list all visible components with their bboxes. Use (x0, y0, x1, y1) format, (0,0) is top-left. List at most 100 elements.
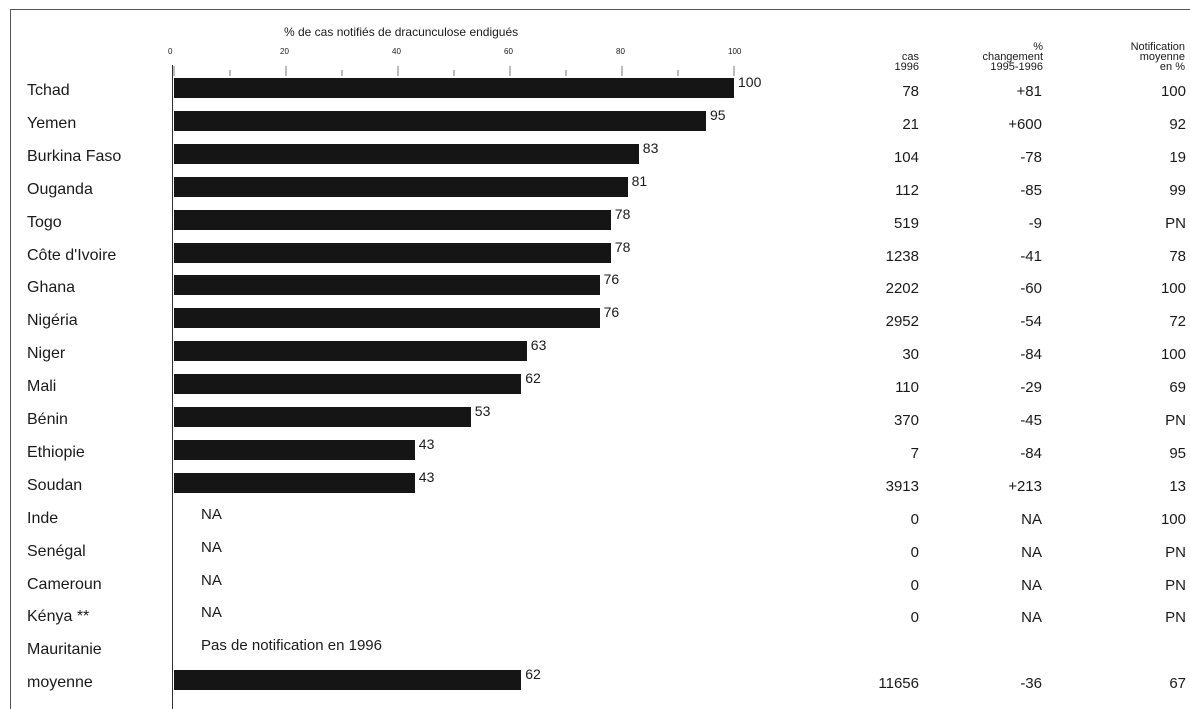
notification-value: 99 (1169, 181, 1186, 199)
bar-value-label: 53 (474, 403, 491, 419)
change-header: % changement 1995-1996 (982, 41, 1043, 73)
notification-value: 100 (1160, 83, 1186, 100)
country-label: Côte d'Ivoire (27, 246, 117, 264)
country-label: Yemen (27, 114, 77, 132)
na-label: NA (201, 538, 222, 556)
cases-value: 3913 (885, 477, 919, 495)
bar (174, 670, 522, 691)
change-header-line-2: changement (982, 51, 1043, 63)
change-value: -45 (1020, 412, 1042, 429)
country-label: Tchad (27, 82, 70, 99)
country-label: Burkina Faso (27, 147, 122, 165)
cases-value: 2952 (885, 313, 919, 331)
bar-value-label: 81 (631, 172, 648, 189)
change-value: NA (1021, 609, 1042, 627)
cases-value: 370 (893, 412, 919, 429)
notification-value: 100 (1160, 280, 1186, 298)
cases-value: 2202 (885, 280, 919, 298)
change-value: -29 (1020, 379, 1042, 397)
bar-value-label: 76 (603, 271, 620, 288)
bar (174, 176, 628, 197)
change-value: -36 (1020, 675, 1042, 693)
bar-value-label: 100 (738, 74, 762, 90)
bar (174, 374, 522, 395)
country-label: Ethiopie (27, 443, 85, 461)
notification-value: 95 (1169, 444, 1186, 462)
cases-header-line-2: 1996 (894, 61, 919, 73)
notification-value: 92 (1169, 115, 1186, 133)
country-label: Cameroun (27, 575, 102, 593)
change-value: -85 (1020, 181, 1042, 199)
bar (174, 472, 415, 493)
chart-title: % de cas notifiés de dracunculose endigu… (284, 25, 519, 39)
notification-value: PN (1165, 214, 1186, 232)
bar-value-label: 76 (603, 304, 620, 321)
na-label: NA (201, 604, 222, 622)
cases-value: 0 (910, 543, 919, 561)
notification-value: 100 (1160, 510, 1186, 528)
change-header-line-1: % (1033, 41, 1043, 53)
notification-value: 100 (1160, 346, 1186, 364)
country-label: Niger (27, 345, 66, 363)
bar-value-label: 62 (525, 666, 541, 683)
na-label: NA (201, 571, 222, 589)
notification-value: 67 (1169, 675, 1186, 693)
bar (174, 308, 600, 329)
cases-value: 0 (910, 510, 919, 528)
bar-value-label: 95 (710, 106, 726, 123)
change-value: +213 (1008, 477, 1042, 495)
cases-value: 0 (910, 609, 919, 627)
bar (174, 341, 527, 362)
country-label: Mauritanie (27, 641, 102, 659)
cases-value: 7 (910, 444, 919, 462)
bar (174, 242, 611, 263)
country-label: Togo (27, 213, 62, 231)
bar (174, 209, 611, 230)
bar (174, 407, 471, 427)
bar (174, 439, 415, 460)
country-label: Ouganda (27, 180, 93, 198)
bar-value-label: 83 (642, 139, 659, 156)
notification-value: PN (1165, 609, 1186, 627)
notification-header-line-3: en % (1159, 61, 1185, 73)
country-label: Bénin (27, 411, 68, 428)
bar-value-label: 43 (418, 468, 435, 485)
x-tick-label: 0 (168, 47, 173, 56)
bar-value-label: 43 (418, 435, 435, 452)
cases-value: 519 (893, 214, 919, 232)
change-value: NA (1021, 543, 1042, 561)
cases-value: 112 (895, 181, 919, 199)
cases-value: 30 (902, 346, 919, 364)
notification-value: 69 (1169, 379, 1186, 397)
change-value: -78 (1020, 148, 1042, 166)
notification-header-line-1: Notification (1130, 41, 1185, 53)
notification-value: PN (1165, 543, 1186, 561)
notification-value: PN (1165, 576, 1186, 594)
notification-value: 78 (1169, 247, 1186, 265)
notification-value: 13 (1169, 477, 1186, 495)
country-label: Kénya ** (27, 608, 90, 626)
cases-value: 11656 (878, 675, 919, 693)
country-label: Mali (27, 378, 57, 396)
cases-header-line-1: cas (901, 51, 919, 63)
country-label: Inde (27, 509, 59, 527)
country-label: Nigéria (27, 312, 78, 330)
change-value: -60 (1020, 280, 1042, 298)
notification-header: Notification moyenne en % (1130, 41, 1185, 73)
x-tick-label: 60 (504, 47, 513, 56)
bar (174, 275, 600, 296)
country-label: Senégal (27, 542, 86, 560)
bar-value-label: 78 (614, 238, 631, 255)
cases-value: 21 (902, 115, 919, 133)
bar-value-label: 62 (525, 370, 541, 387)
change-value: -41 (1020, 247, 1042, 265)
country-label: Soudan (27, 476, 83, 494)
cases-header: cas 1996 (894, 51, 919, 73)
change-value: -9 (1028, 214, 1042, 232)
change-value: -84 (1020, 346, 1042, 364)
bar (174, 78, 734, 98)
notification-value: 72 (1169, 313, 1186, 331)
change-value: -84 (1020, 444, 1042, 462)
